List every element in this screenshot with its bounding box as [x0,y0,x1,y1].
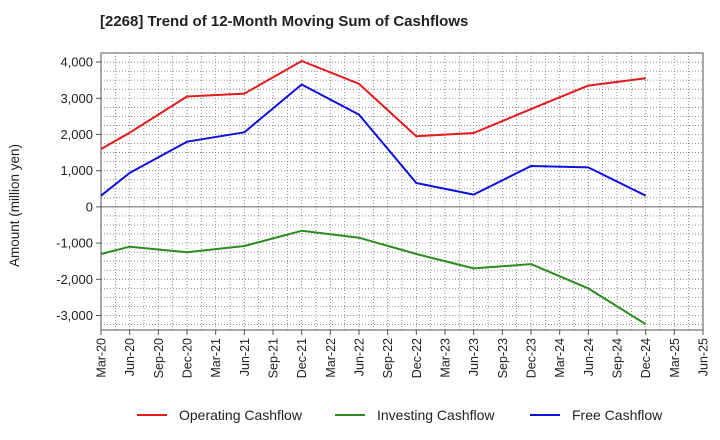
x-tick-label: Sep-22 [381,338,395,378]
legend-label: Free Cashflow [572,407,663,423]
x-tick-label: Dec-24 [639,338,653,378]
y-tick-label: -2,000 [56,272,93,287]
y-tick-label: 2,000 [60,127,93,142]
series-line-2 [100,83,647,197]
x-tick-label: Jun-21 [238,338,252,376]
x-tick-label: Sep-23 [496,338,510,378]
x-tick-label: Mar-23 [439,338,453,378]
x-tick-label: Dec-22 [410,338,424,378]
series-line-0 [100,60,646,150]
y-axis-label: Amount (million yen) [7,144,22,267]
x-tick-label: Jun-23 [467,338,481,376]
x-tick-label: Sep-24 [611,338,625,378]
legend-label: Operating Cashflow [179,407,303,423]
x-tick-label: Mar-21 [209,338,223,378]
plot-frame [100,52,704,331]
x-tick-label: Mar-24 [553,338,567,378]
x-tick-label: Sep-21 [267,338,281,378]
y-tick-label: 4,000 [60,55,93,70]
x-tick-label: Jun-25 [697,338,711,376]
series-line-1 [100,229,647,326]
y-tick-label: 0 [86,199,93,214]
x-tick-label: Dec-21 [295,338,309,378]
x-tick-label: Mar-22 [324,338,338,378]
legend-label: Investing Cashflow [377,407,495,423]
x-tick-label: Jun-22 [353,338,367,376]
y-tick-label: -3,000 [56,308,93,323]
x-tick-label: Mar-25 [668,338,682,378]
x-tick-label: Dec-20 [181,338,195,378]
chart-title: [2268] Trend of 12-Month Moving Sum of C… [100,13,469,30]
y-tick-label: 3,000 [60,91,93,106]
x-tick-label: Sep-20 [152,338,166,378]
y-tick-label: 1,000 [60,163,93,178]
y-tick-label: -1,000 [56,236,93,251]
x-tick-label: Mar-20 [95,338,109,378]
x-tick-label: Dec-23 [525,338,539,378]
x-tick-label: Jun-20 [123,338,137,376]
x-tick-label: Jun-24 [582,338,596,376]
